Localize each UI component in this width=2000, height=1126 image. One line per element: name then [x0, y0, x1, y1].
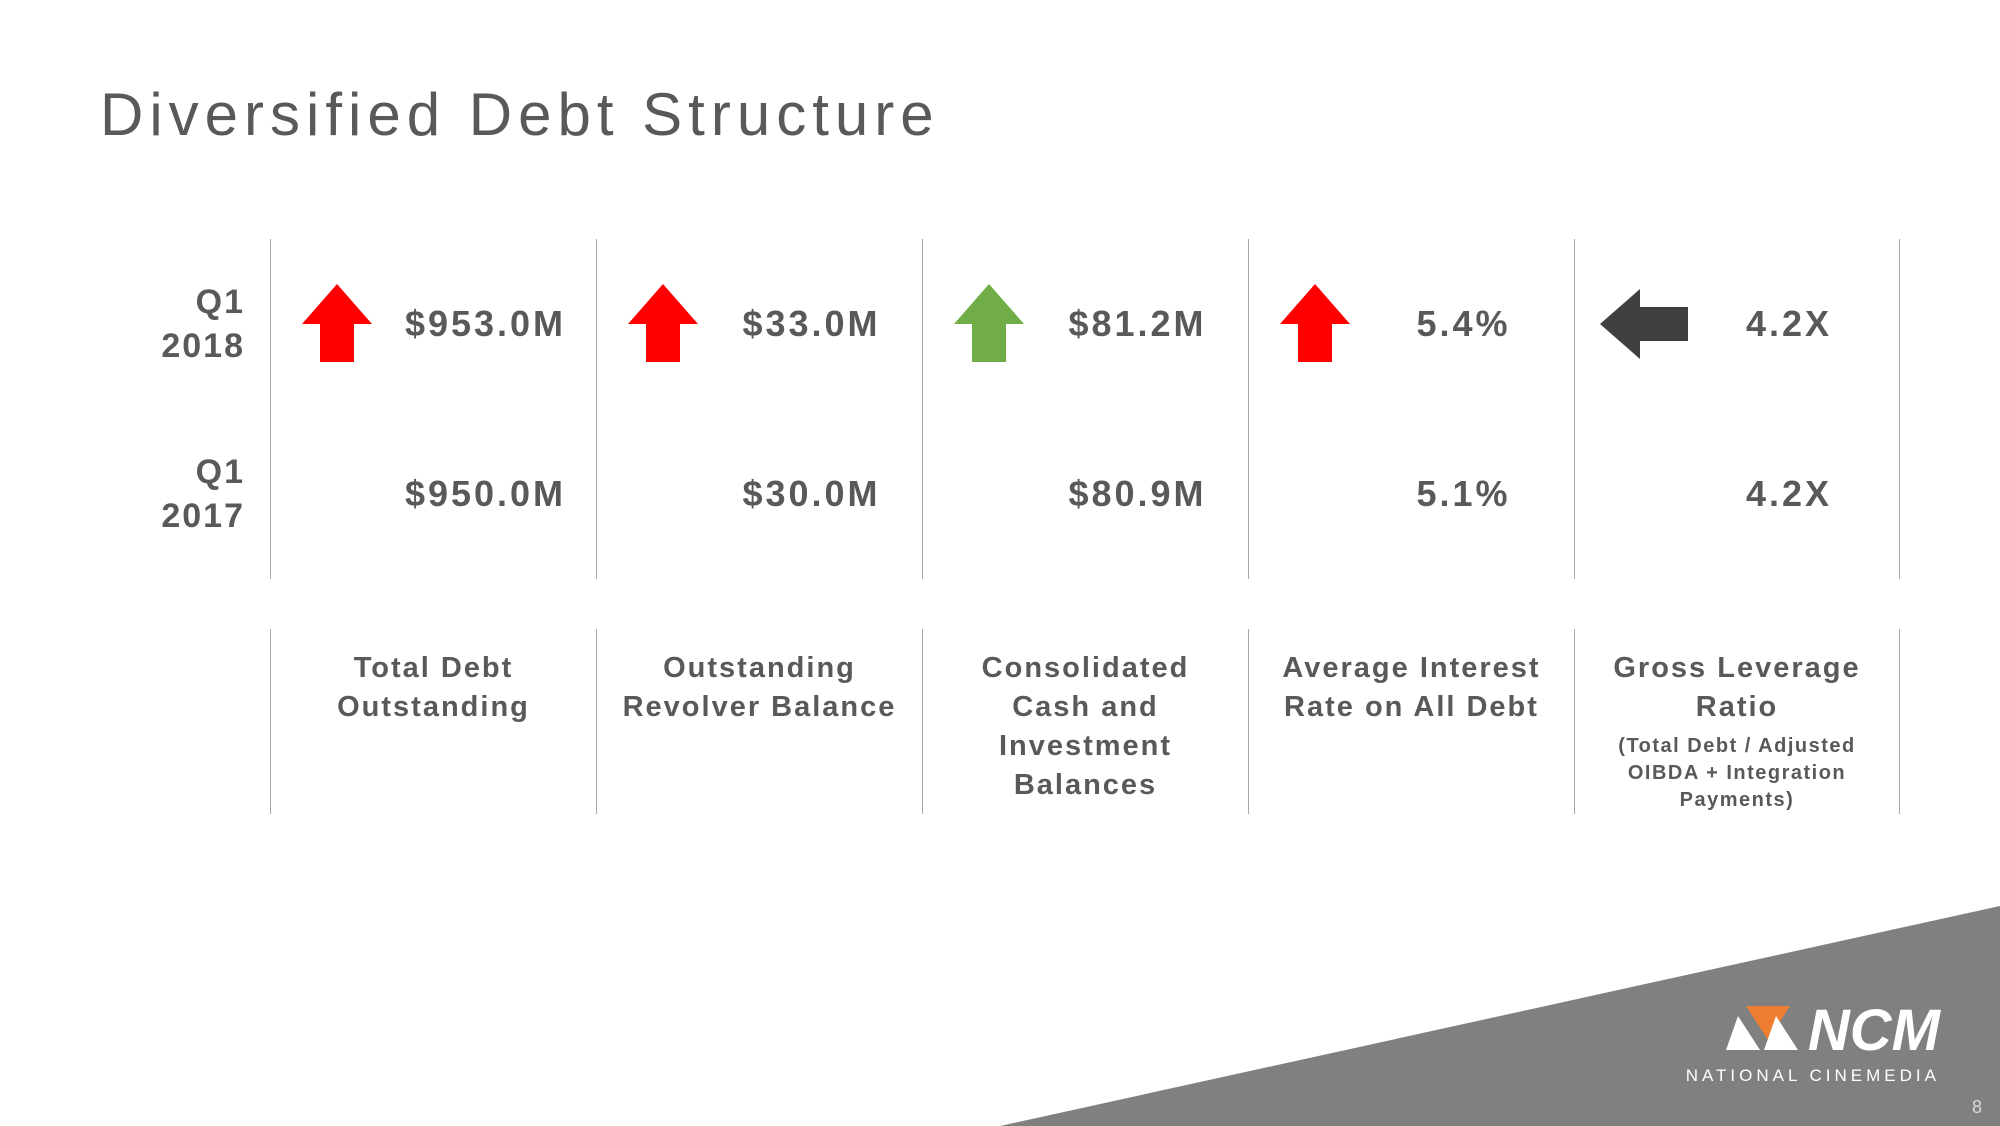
- header-spacer: [100, 629, 270, 814]
- slide: Diversified Debt Structure Q12018 $953.0…: [0, 0, 2000, 1126]
- arrow-up-icon: [297, 284, 377, 364]
- cell-2017-cash: $80.9M: [922, 409, 1248, 579]
- arrow-up-icon: [1275, 284, 1355, 364]
- value-2018-revolver: $33.0M: [727, 303, 897, 345]
- cell-2018-revolver: $33.0M: [596, 239, 922, 409]
- col-header-subtext: (Total Debt / Adjusted OIBDA + Integrati…: [1595, 733, 1879, 814]
- col-header-revolver: Outstanding Revolver Balance: [596, 629, 922, 814]
- value-2018-total-debt: $953.0M: [401, 303, 571, 345]
- cell-2018-total-debt: $953.0M: [270, 239, 596, 409]
- brand-top: NCM: [1686, 997, 1940, 1064]
- cell-2018-leverage: 4.2X: [1574, 239, 1900, 409]
- brand-tagline: NATIONAL CINEMEDIA: [1686, 1066, 1940, 1086]
- brand-logo-icon: [1726, 1006, 1798, 1055]
- row-label-2017: Q12017: [100, 409, 270, 579]
- page-number: 8: [1972, 1097, 1982, 1118]
- arrow-up-icon: [949, 284, 1029, 364]
- col-header-text: Average Interest Rate on All Debt: [1282, 652, 1540, 723]
- col-header-text: Consolidated Cash and Investment Balance…: [982, 652, 1190, 801]
- row-label-2018: Q12018: [100, 239, 270, 409]
- col-header-total-debt: Total Debt Outstanding: [270, 629, 596, 814]
- data-row-2017: Q12017 $950.0M $30.0M $80.9M 5.1% 4.2X: [100, 409, 1900, 579]
- col-header-text: Outstanding Revolver Balance: [623, 652, 897, 723]
- value-2017-rate: 5.1%: [1379, 473, 1549, 515]
- cell-2017-leverage: 4.2X: [1574, 409, 1900, 579]
- value-2017-leverage: 4.2X: [1704, 473, 1874, 515]
- cell-2018-cash: $81.2M: [922, 239, 1248, 409]
- value-2018-leverage: 4.2X: [1704, 303, 1874, 345]
- col-header-cash: Consolidated Cash and Investment Balance…: [922, 629, 1248, 814]
- arrow-left-icon: [1600, 289, 1680, 359]
- data-row-2018: Q12018 $953.0M $33.0M $81.2M 5.4% 4.2X: [100, 239, 1900, 409]
- value-2018-rate: 5.4%: [1379, 303, 1549, 345]
- value-2017-total-debt: $950.0M: [401, 473, 571, 515]
- col-header-text: Gross Leverage Ratio: [1613, 652, 1860, 723]
- brand-name: NCM: [1808, 997, 1940, 1064]
- value-2017-cash: $80.9M: [1053, 473, 1223, 515]
- cell-2017-total-debt: $950.0M: [270, 409, 596, 579]
- footer-brand: NCM NATIONAL CINEMEDIA: [1686, 997, 1940, 1086]
- cell-2017-rate: 5.1%: [1248, 409, 1574, 579]
- col-header-text: Total Debt Outstanding: [337, 652, 530, 723]
- slide-title: Diversified Debt Structure: [100, 80, 1900, 149]
- value-2018-cash: $81.2M: [1053, 303, 1223, 345]
- cell-2018-rate: 5.4%: [1248, 239, 1574, 409]
- col-header-rate: Average Interest Rate on All Debt: [1248, 629, 1574, 814]
- value-2017-revolver: $30.0M: [727, 473, 897, 515]
- arrow-up-icon: [623, 284, 703, 364]
- column-headers: Total Debt Outstanding Outstanding Revol…: [100, 629, 1900, 814]
- cell-2017-revolver: $30.0M: [596, 409, 922, 579]
- col-header-leverage: Gross Leverage Ratio (Total Debt / Adjus…: [1574, 629, 1900, 814]
